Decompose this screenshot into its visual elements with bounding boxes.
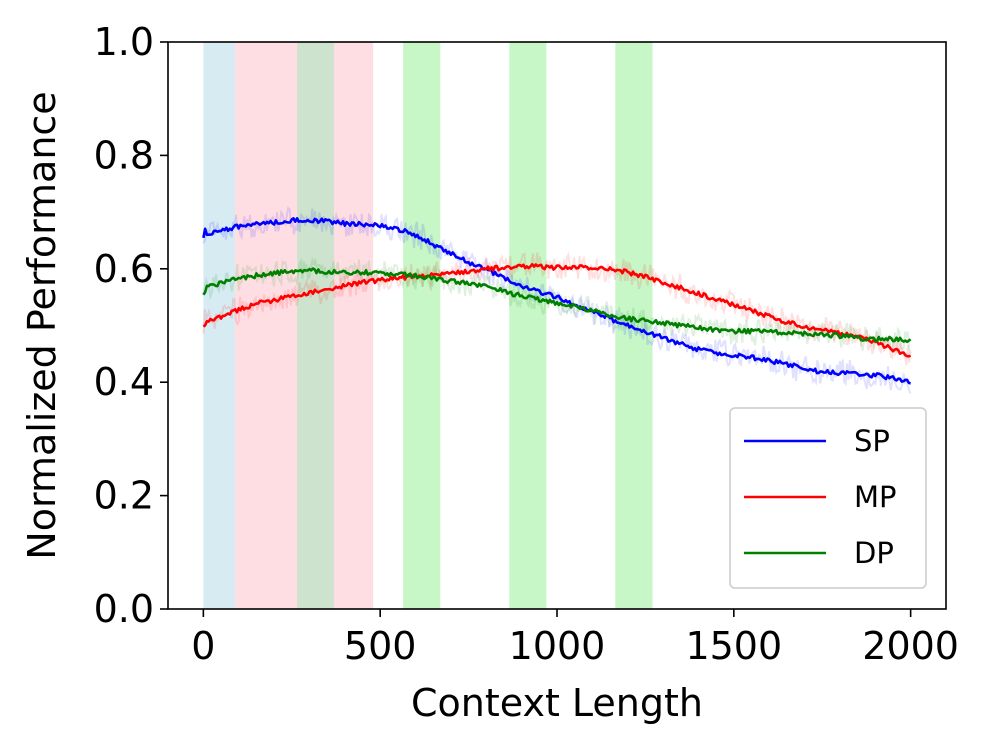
- series-dp-line: [202, 267, 912, 344]
- series-sp-line: [202, 217, 911, 385]
- x-axis-ticks: 0 500 1000 1500 2000: [191, 609, 959, 668]
- shaded-region-4: [334, 42, 374, 609]
- series-lines: [202, 217, 912, 385]
- x-tick-label: 0: [191, 624, 215, 668]
- legend-label-mp: MP: [854, 480, 897, 514]
- x-tick-label: 1000: [509, 624, 606, 668]
- x-tick-label: 2000: [862, 624, 959, 668]
- y-tick-label: 0.2: [94, 474, 154, 518]
- shaded-region-3: [297, 42, 335, 609]
- x-tick-label: 1500: [685, 624, 782, 668]
- y-tick-label: 0.4: [94, 360, 154, 404]
- y-axis-ticks: 0.0 0.2 0.4 0.6 0.8 1.0: [94, 20, 168, 631]
- series-mp-noise: [202, 251, 912, 366]
- y-tick-label: 1.0: [94, 20, 154, 64]
- y-tick-label: 0.6: [94, 247, 154, 291]
- legend-label-dp: DP: [854, 536, 894, 570]
- legend-label-sp: SP: [854, 424, 890, 458]
- shaded-region-2: [235, 42, 298, 609]
- legend: SP MP DP: [729, 407, 927, 589]
- shaded-region-7: [615, 42, 653, 609]
- y-tick-label: 0.0: [94, 587, 154, 631]
- series-mp-line: [202, 262, 912, 358]
- shaded-regions: [203, 42, 653, 609]
- shaded-region-6: [509, 42, 547, 609]
- y-tick-label: 0.8: [94, 133, 154, 177]
- legend-box: [729, 407, 927, 589]
- x-axis-label: Context Length: [411, 681, 703, 725]
- y-axis-label: Normalized Performance: [20, 91, 64, 559]
- x-tick-label: 500: [344, 624, 417, 668]
- shaded-region-5: [403, 42, 441, 609]
- shaded-region-1: [203, 42, 236, 609]
